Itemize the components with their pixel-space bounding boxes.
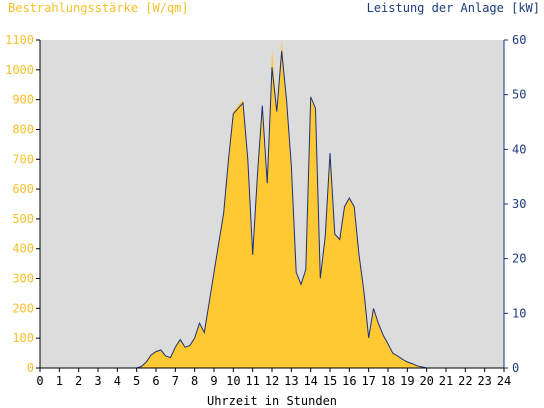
left-axis-title: Bestrahlungsstärke [W/qm] (8, 1, 189, 15)
x-axis-label: Uhrzeit in Stunden (206, 394, 338, 408)
left-y-tick-label: 0 (27, 361, 34, 375)
axes-layer: 0100200300400500600700800900100011000102… (5, 33, 526, 388)
x-tick-label: 6 (152, 374, 159, 388)
x-tick-label: 19 (400, 374, 414, 388)
x-tick-label: 11 (245, 374, 259, 388)
x-tick-label: 18 (381, 374, 395, 388)
x-tick-label: 16 (342, 374, 356, 388)
x-tick-label: 17 (361, 374, 375, 388)
series-layer (40, 40, 504, 369)
left-y-tick-label: 700 (12, 152, 34, 166)
x-tick-label: 13 (284, 374, 298, 388)
x-tick-label: 4 (114, 374, 121, 388)
x-tick-label: 14 (303, 374, 317, 388)
x-tick-label: 1 (56, 374, 63, 388)
x-tick-label: 3 (94, 374, 101, 388)
x-tick-label: 21 (439, 374, 453, 388)
x-tick-label: 20 (419, 374, 433, 388)
x-tick-label: 10 (226, 374, 240, 388)
left-y-tick-label: 300 (12, 272, 34, 286)
x-tick-label: 5 (133, 374, 140, 388)
irradiance-area (40, 40, 504, 368)
right-y-tick-label: 20 (512, 252, 526, 266)
left-y-tick-label: 200 (12, 301, 34, 315)
right-y-tick-label: 50 (512, 88, 526, 102)
x-tick-label: 15 (323, 374, 337, 388)
left-y-tick-label: 100 (12, 331, 34, 345)
left-y-tick-label: 400 (12, 242, 34, 256)
x-tick-label: 7 (172, 374, 179, 388)
x-tick-label: 24 (497, 374, 511, 388)
right-y-tick-label: 60 (512, 33, 526, 47)
right-y-tick-label: 10 (512, 306, 526, 320)
power-line (40, 50, 504, 369)
left-y-tick-label: 600 (12, 182, 34, 196)
left-y-tick-label: 500 (12, 212, 34, 226)
x-tick-label: 2 (75, 374, 82, 388)
left-y-tick-label: 800 (12, 122, 34, 136)
x-tick-label: 12 (265, 374, 279, 388)
right-y-tick-label: 40 (512, 142, 526, 156)
x-tick-label: 9 (210, 374, 217, 388)
x-tick-label: 0 (36, 374, 43, 388)
left-y-tick-label: 1100 (5, 33, 34, 47)
right-y-tick-label: 30 (512, 197, 526, 211)
x-tick-label: 23 (477, 374, 491, 388)
right-y-tick-label: 0 (512, 361, 519, 375)
x-tick-label: 22 (458, 374, 472, 388)
left-y-tick-label: 1000 (5, 63, 34, 77)
left-y-tick-label: 900 (12, 93, 34, 107)
x-tick-label: 8 (191, 374, 198, 388)
right-axis-title: Leistung der Anlage [kW] (366, 1, 540, 15)
